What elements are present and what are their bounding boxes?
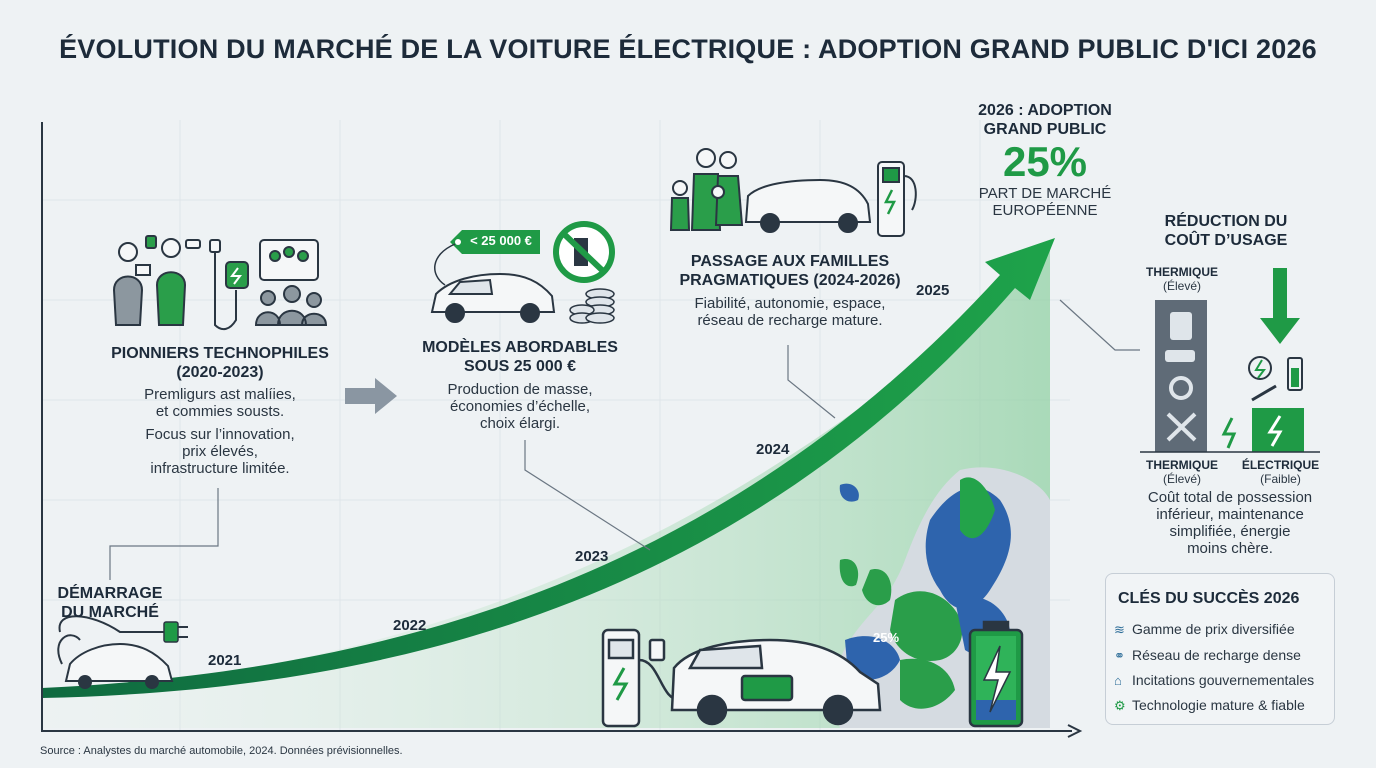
gear-check-icon: ⚙ <box>1114 698 1126 713</box>
transition-arrow-icon <box>345 378 397 414</box>
pioneers-text-line2: et commies sousts. <box>155 403 285 420</box>
network-icon: ⚭ <box>1114 648 1125 663</box>
cost-title-line2: COÛT D’USAGE <box>1164 232 1288 249</box>
thermal-top-label: THERMIQUE (Élevé) <box>1137 265 1227 293</box>
cost-title: RÉDUCTION DU COÛT D’USAGE <box>1140 212 1312 250</box>
charging-station-icon <box>877 161 917 237</box>
thermal-top-label-line2: (Élevé) <box>1162 279 1201 293</box>
pioneers-text-line3: Focus sur l’innovation, <box>145 426 295 443</box>
thermal-bottom-label: THERMIQUE (Élevé) <box>1137 458 1227 486</box>
affordable-title-line2: SOUS 25 000 € <box>463 358 577 375</box>
key-item-incentives: ⌂ Incitations gouvernementales <box>1114 672 1314 688</box>
electric-label: ÉLECTRIQUE (Faible) <box>1233 458 1328 486</box>
pioneers-text-line1: Premligurs ast malíies, <box>144 386 296 403</box>
cost-text: Coût total de possession inférieur, main… <box>1120 489 1340 557</box>
year-2024-label: 2024 <box>756 441 790 458</box>
price-tag-label: < 25 000 € <box>470 233 532 248</box>
pioneers-text-line5: infrastructure limitée. <box>150 460 290 477</box>
key-item-price-range: ≋ Gamme de prix diversifiée <box>1114 621 1295 638</box>
cost-title-line1: RÉDUCTION DU <box>1164 213 1288 230</box>
price-tag-icon <box>434 230 540 286</box>
affordable-title-line1: MODÈLES ABORDABLES <box>422 339 618 356</box>
adoption-value: 25% <box>1002 138 1088 185</box>
bottom-suv-icon <box>670 638 882 726</box>
start-car-icon <box>57 634 174 689</box>
adoption-title-line2: GRAND PUBLIC <box>983 121 1107 138</box>
page-title: ÉVOLUTION DU MARCHÉ DE LA VOITURE ÉLECTR… <box>59 34 1317 64</box>
families-title-line1: PASSAGE AUX FAMILLES <box>690 253 890 270</box>
pioneers-title-line1: PIONNIERS TECHNOPHILES <box>111 345 329 362</box>
success-keys-title: CLÉS DU SUCCÈS 2026 <box>1118 590 1300 607</box>
key-item-label: Incitations gouvernementales <box>1132 672 1315 688</box>
thermal-cost-bar <box>1155 300 1207 452</box>
year-2025-label: 2025 <box>916 282 950 299</box>
growth-arrow <box>42 238 1055 698</box>
families-text-line1: Fiabilité, autonomie, espace, <box>694 295 886 312</box>
pioneers-text-line4: prix élevés, <box>182 443 258 460</box>
growth-area <box>42 250 1050 728</box>
key-item-label: Réseau de recharge dense <box>1132 647 1301 663</box>
start-title-line1: DÉMARRAGE <box>57 585 163 602</box>
charging-cable-icon <box>209 239 249 331</box>
thermal-top-label-line1: THERMIQUE <box>1146 265 1218 279</box>
year-2021-label: 2021 <box>208 652 242 669</box>
electric-label-line1: ÉLECTRIQUE <box>1241 458 1320 472</box>
x-axis-arrow-icon <box>1067 724 1083 738</box>
electric-cost-bar <box>1252 408 1304 452</box>
year-2022-label: 2022 <box>393 617 427 634</box>
coins-small-icon: ≋ <box>1114 622 1125 637</box>
government-icon: ⌂ <box>1114 673 1122 688</box>
year-2023-label: 2023 <box>575 548 609 565</box>
thermal-bottom-label-line2: (Élevé) <box>1162 472 1201 486</box>
adoption-title-line1: 2026 : ADOPTION <box>978 102 1112 119</box>
cost-text-line2: inférieur, maintenance <box>1156 506 1304 523</box>
thermal-bottom-label-line1: THERMIQUE <box>1146 458 1218 472</box>
adoption-sub-line1: PART DE MARCHÉ <box>978 185 1112 202</box>
cost-text-line4: moins chère. <box>1187 540 1273 557</box>
source-note: Source : Analystes du marché automobile,… <box>40 745 403 757</box>
connector-lines <box>109 299 1140 580</box>
coins-icon <box>569 288 615 324</box>
pioneers-people-icon <box>112 235 201 326</box>
families-title-line2: PRAGMATIQUES (2024-2026) <box>679 272 901 289</box>
electric-cost-icons <box>1221 356 1303 449</box>
adoption-sub-line2: EUROPÉENNE <box>992 202 1098 219</box>
family-suv-icon <box>744 178 872 233</box>
cost-text-line3: simplifiée, énergie <box>1169 523 1291 540</box>
key-item-charging-network: ⚭ Réseau de recharge dense <box>1114 647 1301 664</box>
key-item-label: Technologie mature & fiable <box>1132 697 1305 713</box>
affordable-text-line1: Production de masse, <box>447 381 593 398</box>
no-fuel-icon <box>553 221 615 283</box>
map-share-label: 25% <box>873 630 900 645</box>
pioneers-title-line2: (2020-2023) <box>176 364 264 381</box>
bottom-charger-icon <box>601 628 681 728</box>
affordable-text-line2: économies d’échelle, <box>449 398 591 415</box>
key-item-technology: ⚙ Technologie mature & fiable <box>1114 697 1305 714</box>
cost-down-arrow-icon <box>1260 268 1300 344</box>
start-title: DÉMARRAGE DU MARCHÉ <box>40 584 180 622</box>
affordable-car-icon <box>430 272 556 323</box>
start-title-line2: DU MARCHÉ <box>61 604 159 621</box>
key-item-label: Gamme de prix diversifiée <box>1132 621 1295 637</box>
cost-text-line1: Coût total de possession <box>1147 489 1313 506</box>
affordable-block: MODÈLES ABORDABLES SOUS 25 000 € Product… <box>405 338 635 432</box>
plug-icon <box>58 615 188 643</box>
community-icon <box>254 239 328 326</box>
full-battery-icon <box>968 620 1024 728</box>
adoption-block: 2026 : ADOPTION GRAND PUBLIC 25% PART DE… <box>950 101 1140 219</box>
affordable-text-line3: choix élargi. <box>479 415 561 432</box>
electric-label-line2: (Faible) <box>1260 472 1301 486</box>
families-text-line2: réseau de recharge mature. <box>697 312 883 329</box>
success-keys-box: CLÉS DU SUCCÈS 2026 ≋ Gamme de prix diver… <box>1105 573 1335 725</box>
pioneers-block: PIONNIERS TECHNOPHILES (2020-2023) Preml… <box>95 344 345 477</box>
families-block: PASSAGE AUX FAMILLES PRAGMATIQUES (2024-… <box>660 252 920 329</box>
family-icon <box>669 148 744 231</box>
